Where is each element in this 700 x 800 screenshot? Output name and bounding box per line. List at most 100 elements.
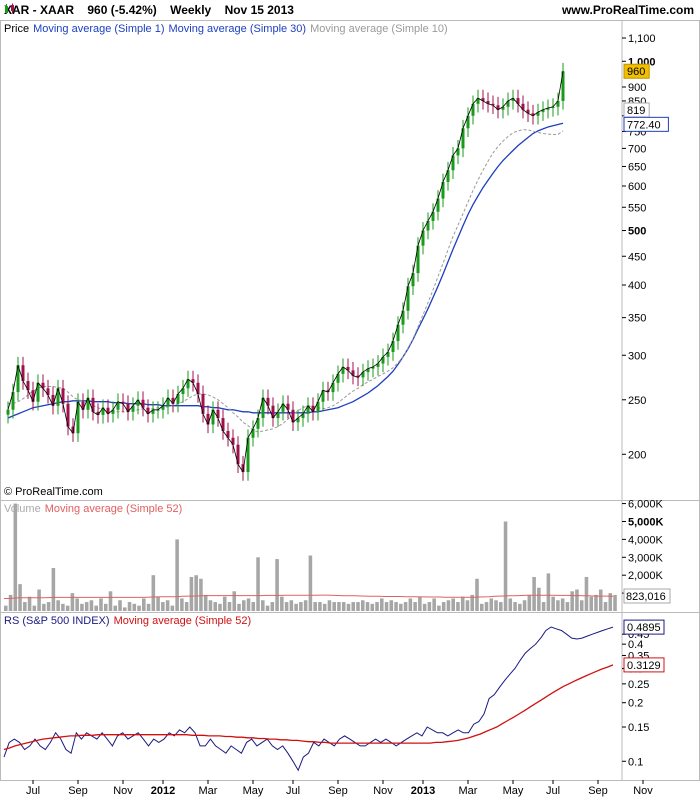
volume-bar: [284, 602, 289, 611]
candle-body: [286, 403, 290, 410]
volume-bar: [42, 603, 46, 611]
candle-body: [36, 382, 40, 402]
volume-bar: [113, 605, 118, 611]
candle-body: [51, 394, 55, 406]
legend-price: Price: [4, 23, 30, 35]
volume-bar: [246, 598, 251, 611]
volume-bar: [441, 602, 446, 611]
candle-body: [446, 170, 450, 182]
price-tick-label: 700: [628, 143, 646, 155]
candle-body: [111, 409, 115, 414]
volume-bar: [603, 602, 608, 611]
candle-body: [156, 409, 160, 411]
volume-bar: [75, 598, 79, 611]
volume-bar: [37, 589, 41, 611]
price-badge-label: 960: [627, 66, 645, 78]
volume-bar: [156, 596, 160, 611]
x-tick-label: Mar: [199, 785, 218, 797]
candle-body: [81, 401, 85, 410]
volume-bar: [408, 598, 413, 611]
volume-bar: [51, 568, 56, 611]
candle-body: [46, 388, 50, 395]
rs-tick-label: 0.15: [628, 722, 649, 734]
period-label: Weekly: [170, 3, 212, 17]
candle-body: [516, 98, 520, 104]
price-tick-label: 500: [628, 226, 646, 238]
candle-body: [246, 437, 250, 472]
volume-legend: Volume Moving average (Simple 52): [4, 503, 186, 515]
volume-bar: [403, 602, 408, 611]
volume-bar: [503, 521, 508, 611]
volume-bar: [184, 602, 189, 611]
candle-body: [351, 370, 355, 376]
rs-legend: RS (S&P 500 INDEX) Moving average (Simple…: [4, 615, 255, 627]
candle-body: [321, 390, 325, 402]
candle-body: [406, 286, 410, 311]
volume-bar: [137, 605, 141, 611]
volume-bar: [594, 594, 598, 611]
candle-body: [301, 413, 305, 419]
rs-badge-label: 0.4895: [627, 622, 661, 634]
volume-bar: [470, 594, 475, 611]
volume-bar: [222, 596, 227, 611]
volume-bar: [532, 576, 536, 611]
candle-body: [356, 375, 360, 378]
volume-tick-label: 2,000K: [628, 570, 664, 582]
candlestick-logo-icon: [5, 3, 14, 14]
price-badge-label: 772.40: [627, 119, 661, 131]
volume-bar: [598, 589, 603, 611]
volume-bar: [170, 605, 175, 611]
volume-bar: [27, 596, 32, 611]
candle-body: [71, 426, 75, 434]
rs-badge-bg: [623, 619, 665, 635]
candle-body: [326, 390, 330, 393]
candle-body: [191, 379, 195, 383]
volume-bar: [475, 578, 479, 611]
rs-panel-frame: [0, 612, 700, 781]
candle-body: [6, 409, 10, 415]
volume-bar: [175, 539, 179, 611]
volume-bar: [4, 605, 8, 611]
volume-badge-bg: [623, 588, 671, 604]
volume-bar: [384, 602, 389, 611]
candle-body: [561, 71, 565, 101]
legend-ma10: Moving average (Simple 10): [310, 23, 448, 35]
candle-body: [241, 464, 245, 472]
volume-tick-label: 6,000K: [628, 499, 664, 511]
candle-body: [126, 403, 130, 412]
volume-bar: [427, 602, 432, 611]
price-tick-label: 900: [628, 82, 646, 94]
candle-body: [41, 382, 45, 389]
volume-bar: [61, 603, 65, 611]
candle-body: [471, 103, 475, 116]
volume-bar: [23, 602, 27, 611]
volume-bar: [494, 600, 498, 611]
candle-body: [546, 107, 550, 110]
volume-bar: [365, 602, 370, 611]
candle-body: [181, 388, 185, 394]
price-legend: Price Moving average (Simple 1) Moving ave…: [4, 23, 452, 35]
price-tick-label: 550: [628, 202, 646, 214]
symbol-label: XAR - XAAR: [4, 3, 75, 17]
candle-body: [486, 100, 490, 104]
volume-bar: [251, 602, 256, 611]
legend-ma30: Moving average (Simple 30): [168, 23, 307, 35]
volume-bar: [299, 602, 303, 611]
candle-body: [441, 181, 445, 199]
candle-body: [281, 403, 285, 412]
candle-body: [176, 393, 180, 404]
volume-bar: [84, 602, 89, 611]
x-tick-label: Mar: [459, 785, 478, 797]
volume-bar: [584, 576, 589, 611]
x-tick-label: Nov: [373, 785, 393, 797]
candle-body: [436, 198, 440, 212]
volume-bar: [237, 603, 241, 611]
volume-bar: [327, 600, 332, 611]
candle-body: [146, 407, 150, 414]
volume-bar: [99, 598, 103, 611]
candle-body: [261, 397, 265, 419]
candle-body: [336, 373, 340, 383]
site-label[interactable]: www.ProRealTime.com: [561, 3, 694, 17]
volume-bar: [46, 602, 51, 611]
